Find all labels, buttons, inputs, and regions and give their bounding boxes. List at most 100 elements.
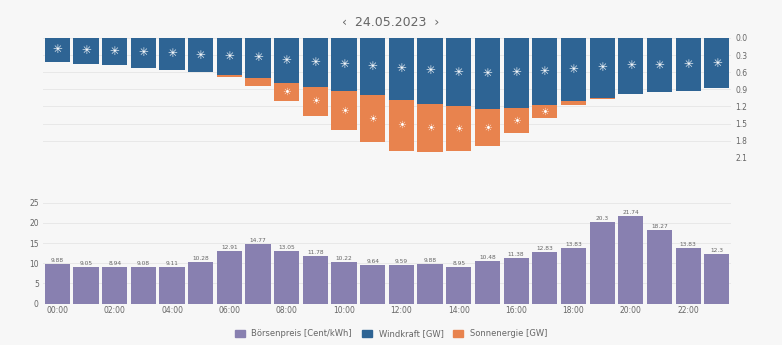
Text: ☀: ☀ — [540, 107, 549, 117]
Bar — [246, 38, 271, 78]
Bar — [361, 38, 386, 95]
Bar — [389, 38, 414, 100]
Text: ☀: ☀ — [483, 123, 492, 133]
Bar — [590, 98, 615, 99]
Legend: Börsenpreis [Cent/kWh], Windkraft [GW], Sonnenergie [GW]: Börsenpreis [Cent/kWh], Windkraft [GW], … — [232, 327, 550, 341]
Text: 14.77: 14.77 — [249, 238, 267, 243]
Text: ☀: ☀ — [511, 116, 521, 126]
Bar — [246, 78, 271, 86]
Bar — [676, 248, 701, 304]
Text: ✳: ✳ — [109, 45, 120, 58]
Text: ☀: ☀ — [454, 124, 463, 134]
Text: ✳: ✳ — [655, 59, 665, 71]
Bar — [188, 38, 213, 72]
Bar — [74, 38, 99, 64]
Text: 13.83: 13.83 — [565, 242, 582, 247]
Bar — [274, 82, 300, 101]
Text: 9.88: 9.88 — [51, 258, 64, 263]
Bar — [160, 38, 185, 70]
Text: ✳: ✳ — [540, 65, 550, 78]
Bar — [45, 38, 70, 62]
Bar — [332, 262, 357, 304]
Bar — [647, 230, 672, 304]
Text: 11.38: 11.38 — [508, 252, 525, 257]
Bar — [619, 38, 644, 94]
Text: 9.64: 9.64 — [366, 259, 379, 264]
Text: 9.88: 9.88 — [424, 258, 436, 263]
Bar — [504, 258, 529, 304]
Bar — [160, 267, 185, 304]
Text: ☀: ☀ — [397, 120, 406, 130]
Bar — [590, 38, 615, 98]
Text: ✳: ✳ — [310, 56, 321, 69]
Bar — [361, 265, 386, 304]
Bar — [533, 105, 558, 118]
Text: 11.78: 11.78 — [307, 250, 324, 255]
Bar — [361, 95, 386, 142]
Bar — [303, 256, 328, 304]
Bar — [332, 90, 357, 130]
Text: ✳: ✳ — [626, 59, 636, 72]
Bar — [561, 248, 586, 304]
Bar — [533, 252, 558, 304]
Bar — [389, 265, 414, 304]
Bar — [447, 38, 472, 107]
Bar — [561, 38, 586, 101]
Text: ✳: ✳ — [224, 50, 235, 63]
Bar — [705, 254, 730, 304]
Bar — [418, 264, 443, 304]
Text: ☀: ☀ — [368, 114, 377, 124]
Bar — [74, 267, 99, 304]
Bar — [475, 38, 500, 109]
Bar — [561, 101, 586, 105]
Bar — [131, 267, 156, 304]
Text: 9.08: 9.08 — [137, 261, 150, 266]
Bar — [102, 38, 127, 65]
Bar — [475, 261, 500, 304]
Text: ✳: ✳ — [569, 63, 579, 76]
Text: ‹  24.05.2023  ›: ‹ 24.05.2023 › — [343, 16, 439, 29]
Bar — [217, 75, 242, 77]
Bar — [217, 252, 242, 304]
Text: ✳: ✳ — [282, 54, 292, 67]
Text: 10.48: 10.48 — [479, 255, 496, 260]
Text: ✳: ✳ — [454, 66, 464, 79]
Bar — [504, 108, 529, 134]
Bar — [447, 267, 472, 304]
Bar — [475, 109, 500, 147]
Bar — [246, 244, 271, 304]
Text: ✳: ✳ — [196, 49, 206, 62]
Text: ☀: ☀ — [282, 87, 291, 97]
Bar — [389, 100, 414, 151]
Text: 8.95: 8.95 — [452, 262, 465, 266]
Bar — [102, 267, 127, 304]
Text: ✳: ✳ — [712, 57, 722, 70]
Bar — [303, 38, 328, 87]
Text: 20.3: 20.3 — [596, 216, 608, 220]
Text: ☀: ☀ — [311, 96, 320, 106]
Text: ✳: ✳ — [425, 64, 435, 77]
Bar — [418, 38, 443, 104]
Bar — [619, 216, 644, 304]
Text: 18.27: 18.27 — [651, 224, 668, 229]
Text: 8.94: 8.94 — [108, 262, 121, 266]
Text: ✳: ✳ — [253, 51, 263, 65]
Bar — [274, 251, 300, 304]
Text: ✳: ✳ — [368, 60, 378, 73]
Text: ☀: ☀ — [425, 123, 435, 133]
Bar — [418, 104, 443, 152]
Bar — [188, 262, 213, 304]
Bar — [705, 38, 730, 88]
Bar — [45, 264, 70, 304]
Text: ✳: ✳ — [138, 46, 149, 59]
Text: 13.83: 13.83 — [680, 242, 697, 247]
Bar — [131, 38, 156, 68]
Text: ✳: ✳ — [683, 58, 693, 71]
Text: ✳: ✳ — [482, 67, 493, 80]
Text: 9.05: 9.05 — [80, 261, 92, 266]
Bar — [533, 38, 558, 105]
Text: 12.83: 12.83 — [536, 246, 553, 251]
Text: 13.05: 13.05 — [278, 245, 295, 250]
Text: ✳: ✳ — [396, 62, 407, 75]
Bar — [647, 38, 672, 92]
